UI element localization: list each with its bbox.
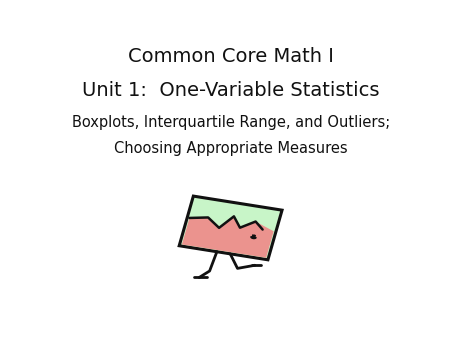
Polygon shape [179,196,282,260]
Text: Unit 1:  One-Variable Statistics: Unit 1: One-Variable Statistics [82,81,379,100]
Polygon shape [182,216,274,258]
Text: Common Core Math I: Common Core Math I [128,47,333,66]
Text: Choosing Appropriate Measures: Choosing Appropriate Measures [114,141,347,156]
Text: Boxplots, Interquartile Range, and Outliers;: Boxplots, Interquartile Range, and Outli… [72,115,390,130]
